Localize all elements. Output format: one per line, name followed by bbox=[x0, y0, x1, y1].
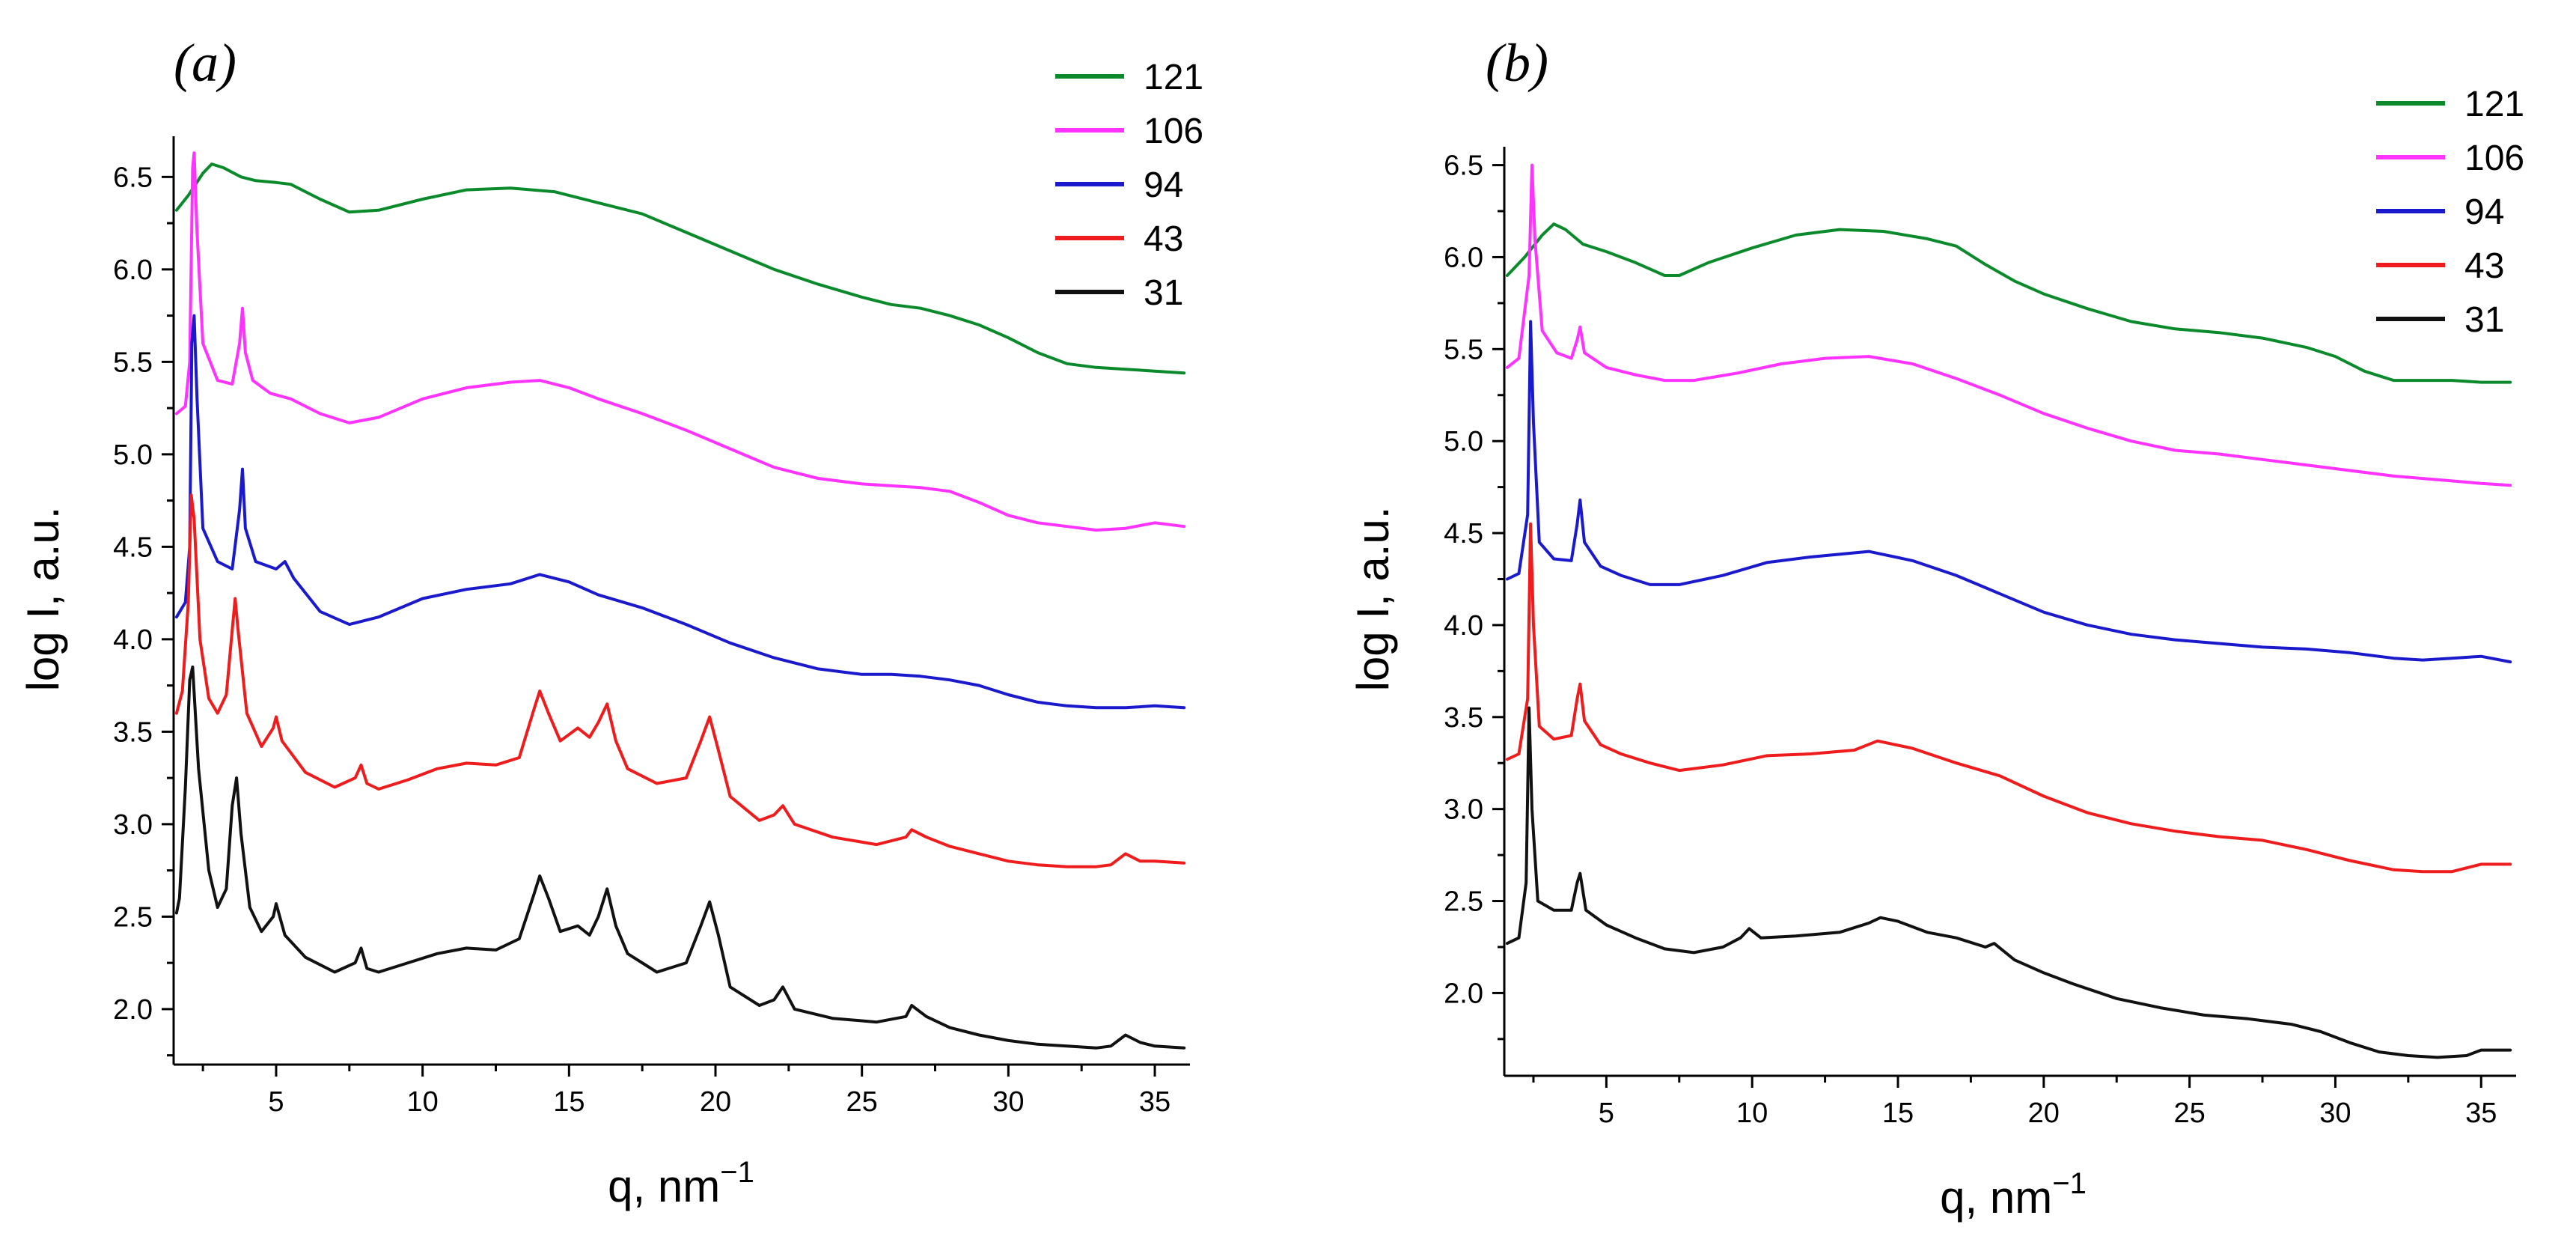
y-tick-label: 4.5 bbox=[1444, 518, 1483, 550]
y-axis-title: log I, a.u. bbox=[18, 507, 68, 692]
x-tick-label: 15 bbox=[553, 1086, 585, 1118]
series-106-line bbox=[1505, 163, 2512, 487]
series-106-line bbox=[174, 151, 1186, 532]
series-94-line bbox=[1505, 320, 2512, 664]
panel-label: (a) bbox=[174, 33, 236, 93]
x-tick-label: 20 bbox=[2028, 1098, 2060, 1129]
y-tick-label: 4.5 bbox=[113, 532, 153, 563]
legend-label-121: 121 bbox=[2464, 85, 2524, 124]
y-tick-label: 4.0 bbox=[1444, 610, 1483, 642]
x-tick-label: 25 bbox=[846, 1086, 878, 1118]
legend-label-31: 31 bbox=[1144, 273, 1183, 313]
y-tick-label: 5.5 bbox=[1444, 334, 1483, 365]
y-tick-label: 2.0 bbox=[113, 994, 153, 1026]
x-axis-title: q, nm−1 bbox=[608, 1156, 754, 1211]
y-tick-label: 5.5 bbox=[113, 347, 153, 378]
series-121-line bbox=[174, 162, 1186, 375]
legend-label-106: 106 bbox=[2464, 139, 2524, 178]
x-tick-label: 15 bbox=[1882, 1098, 1914, 1129]
y-tick-label: 2.5 bbox=[1444, 886, 1483, 918]
y-tick-label: 5.0 bbox=[113, 439, 153, 471]
x-tick-label: 20 bbox=[700, 1086, 731, 1118]
x-tick-label: 35 bbox=[2465, 1098, 2497, 1129]
panel-b-chart: (b) 5 10 15 20 25 30 35 2.0 2.5 3.0 3.5 4.0 4.5 5.0 5.5… bbox=[1348, 33, 2524, 1223]
series-94-line bbox=[174, 314, 1186, 710]
legend-label-31: 31 bbox=[2464, 300, 2504, 340]
y-tick-label: 3.0 bbox=[113, 809, 153, 841]
series-31-line bbox=[174, 665, 1186, 1050]
x-tick-label: 25 bbox=[2173, 1098, 2205, 1129]
panel-label: (b) bbox=[1486, 33, 1548, 93]
x-tick-label: 35 bbox=[1139, 1086, 1171, 1118]
legend-label-94: 94 bbox=[1144, 165, 1183, 205]
legend-label-94: 94 bbox=[2464, 192, 2504, 232]
y-tick-label: 3.5 bbox=[1444, 702, 1483, 734]
x-tick-label: 5 bbox=[1599, 1098, 1614, 1129]
y-axis-title: log I, a.u. bbox=[1348, 507, 1398, 692]
x-tick-label: 30 bbox=[2319, 1098, 2351, 1129]
y-tick-label: 6.5 bbox=[113, 162, 153, 193]
series-43-line bbox=[174, 493, 1186, 868]
legend-label-121: 121 bbox=[1144, 58, 1203, 97]
y-tick-label: 3.5 bbox=[113, 716, 153, 748]
y-tick-label: 2.5 bbox=[113, 901, 153, 933]
x-axis-title: q, nm−1 bbox=[1940, 1167, 2087, 1223]
y-tick-label: 4.0 bbox=[113, 624, 153, 656]
legend-label-43: 43 bbox=[2464, 246, 2504, 286]
legend-label-43: 43 bbox=[1144, 219, 1183, 259]
x-tick-label: 30 bbox=[992, 1086, 1024, 1118]
y-tick-label: 6.0 bbox=[1444, 242, 1483, 273]
series-31-line bbox=[1505, 706, 2512, 1059]
panel-a-chart: (a) 5 10 15 20 25 30 35 2.0 2.5 3.0 3.5 4.0 4.5 5.0 5.5… bbox=[18, 33, 1203, 1211]
series-43-line bbox=[1505, 522, 2512, 874]
series-121-line bbox=[1505, 222, 2512, 384]
y-tick-label: 5.0 bbox=[1444, 426, 1483, 457]
x-tick-label: 10 bbox=[1736, 1098, 1768, 1129]
y-tick-label: 6.0 bbox=[113, 255, 153, 286]
y-tick-label: 2.0 bbox=[1444, 978, 1483, 1009]
y-tick-label: 6.5 bbox=[1444, 150, 1483, 182]
y-tick-label: 3.0 bbox=[1444, 794, 1483, 826]
x-tick-label: 10 bbox=[407, 1086, 439, 1118]
legend-label-106: 106 bbox=[1144, 112, 1203, 151]
x-tick-label: 5 bbox=[268, 1086, 284, 1118]
